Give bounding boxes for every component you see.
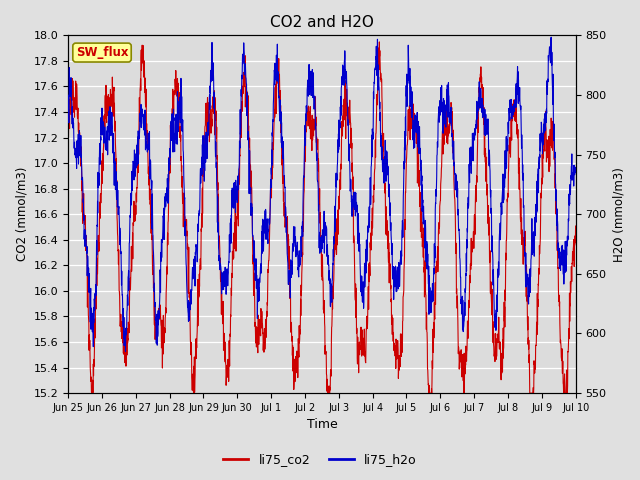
Y-axis label: CO2 (mmol/m3): CO2 (mmol/m3) <box>15 167 28 262</box>
Title: CO2 and H2O: CO2 and H2O <box>270 15 374 30</box>
Y-axis label: H2O (mmol/m3): H2O (mmol/m3) <box>612 167 625 262</box>
Legend: li75_co2, li75_h2o: li75_co2, li75_h2o <box>218 448 422 471</box>
Text: SW_flux: SW_flux <box>76 46 128 59</box>
X-axis label: Time: Time <box>307 419 337 432</box>
